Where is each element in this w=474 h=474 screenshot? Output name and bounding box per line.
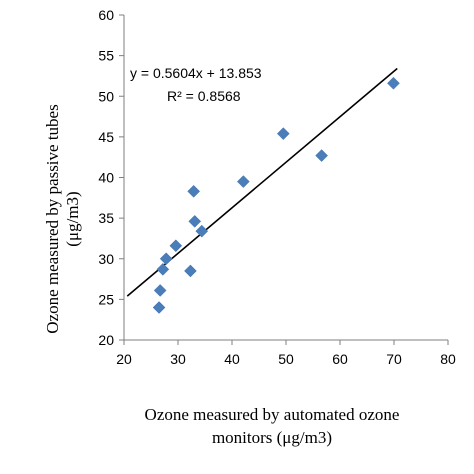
x-tick-label: 50 [278, 351, 294, 367]
data-point [169, 239, 183, 253]
y-axis-title-line-2: (μg/m3) [63, 191, 82, 246]
data-point [236, 175, 250, 188]
x-tick-label: 30 [170, 351, 186, 367]
data-point [152, 301, 166, 314]
y-tick-label: 25 [98, 291, 114, 307]
data-point [156, 262, 170, 276]
data-point [159, 252, 173, 266]
x-tick-label: 70 [386, 351, 402, 367]
y-axis-title-line-1: Ozone measured by passive tubes [43, 104, 62, 333]
data-point [315, 149, 328, 162]
x-axis-title-line-2: monitors (μg/m3) [212, 428, 332, 447]
y-tick-label: 35 [98, 210, 114, 226]
y-tick-label: 45 [98, 129, 114, 145]
y-tick-label: 40 [98, 170, 114, 186]
data-point [195, 224, 209, 238]
x-axis-title-line-1: Ozone measured by automated ozone [145, 405, 400, 424]
data-point [276, 127, 290, 140]
data-point [184, 264, 197, 278]
y-tick-label: 60 [98, 7, 114, 23]
trendline-r2: R² = 0.8568 [167, 88, 241, 104]
data-point [387, 76, 400, 90]
y-tick-label: 30 [98, 251, 114, 267]
data-point [188, 215, 202, 228]
x-tick-label: 40 [224, 351, 240, 367]
data-point [153, 284, 167, 297]
data-point [187, 184, 201, 198]
y-tick-label: 20 [98, 332, 114, 348]
x-tick-label: 60 [332, 351, 348, 367]
trendline [126, 67, 398, 297]
x-tick-label: 80 [440, 351, 456, 367]
y-tick-label: 50 [98, 88, 114, 104]
x-tick-label: 20 [116, 351, 132, 367]
y-tick-label: 55 [98, 48, 114, 64]
trendline-equation: y = 0.5604x + 13.853 [130, 65, 262, 81]
